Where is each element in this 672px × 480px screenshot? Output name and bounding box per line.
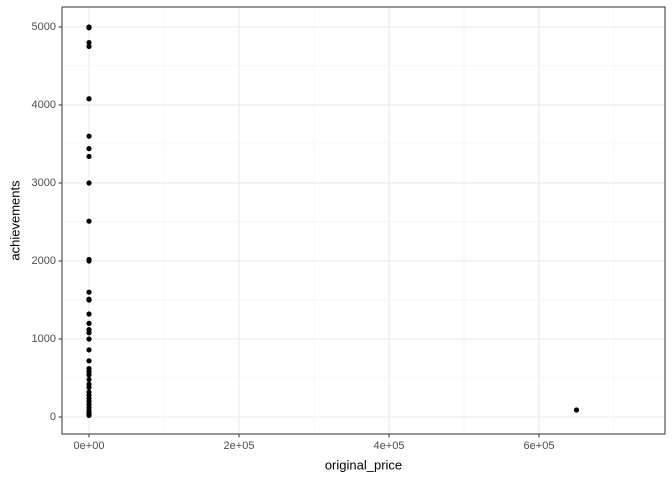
point	[86, 218, 92, 224]
x-tick-label: 2e+05	[224, 440, 255, 452]
point	[86, 25, 92, 31]
point	[86, 153, 92, 160]
point	[86, 96, 92, 102]
point	[86, 311, 92, 317]
y-tick-label: 2000	[32, 255, 56, 267]
point	[86, 347, 92, 353]
y-axis-title: achievements	[7, 180, 22, 261]
point	[86, 146, 92, 152]
point	[573, 407, 580, 413]
x-axis-title: original_price	[325, 457, 402, 472]
point	[86, 384, 92, 390]
y-tick-label: 5000	[32, 21, 56, 33]
point	[86, 336, 92, 342]
point	[86, 358, 92, 364]
point	[86, 330, 92, 336]
point	[86, 297, 92, 303]
point	[86, 320, 92, 326]
x-tick-label: 6e+05	[524, 440, 555, 452]
points	[86, 24, 580, 419]
point	[86, 180, 92, 186]
point	[86, 39, 92, 46]
x-tick-label: 0e+00	[74, 440, 105, 452]
point	[86, 258, 92, 264]
point	[86, 289, 92, 295]
y-tick-label: 1000	[32, 333, 56, 345]
point	[86, 133, 92, 139]
point	[86, 372, 92, 378]
x-tick-label: 4e+05	[374, 440, 405, 452]
panel-border	[61, 6, 666, 435]
point	[86, 412, 92, 419]
y-tick-label: 3000	[32, 177, 56, 189]
grid	[62, 7, 665, 434]
y-tick-label: 4000	[32, 99, 56, 111]
y-tick-label: 0	[50, 411, 56, 423]
point	[86, 376, 92, 383]
point	[86, 43, 92, 50]
